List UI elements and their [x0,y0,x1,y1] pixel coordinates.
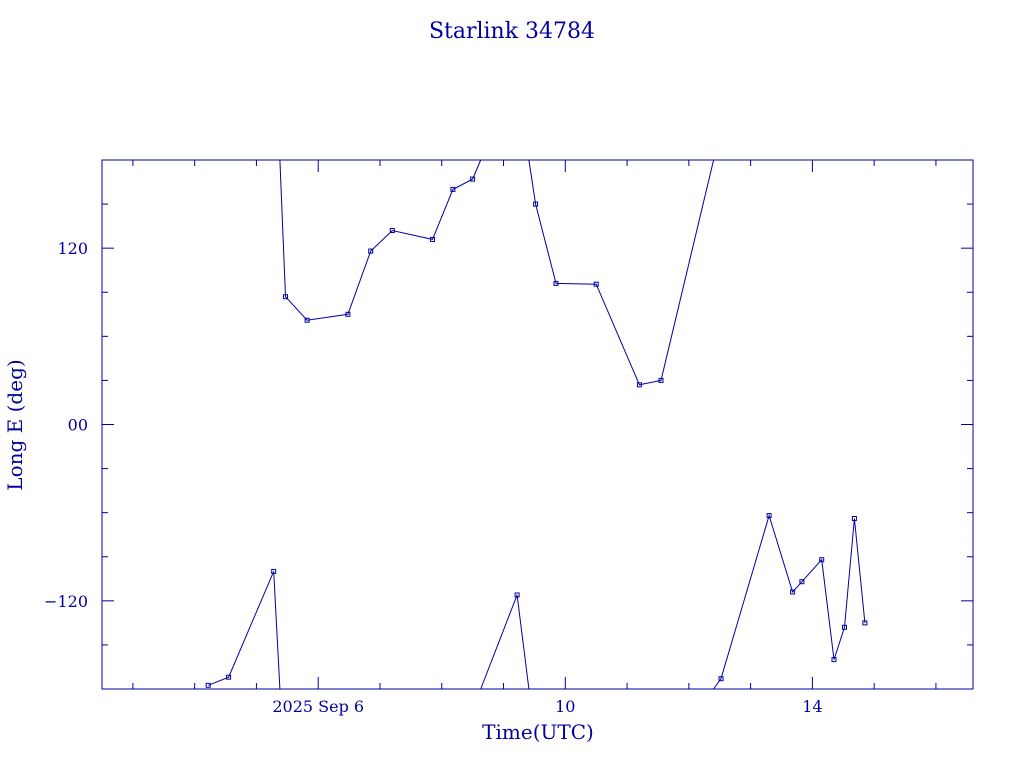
data-point [226,674,232,680]
data-point [790,589,796,595]
series-line [713,513,866,690]
axis-ticks [102,160,973,689]
y-tick-label: 00 [68,416,88,435]
y-tick-label: 120 [57,239,88,258]
data-point [862,620,868,626]
data-point [470,176,476,182]
data-point [450,186,456,192]
data-point [593,281,599,287]
tick-labels: 2025 Sep 6 10 14 120 00 −120 [44,239,823,716]
x-tick-label: 2025 Sep 6 [272,697,364,716]
data-point [345,311,351,317]
plot-frame [101,159,974,690]
plot-area [205,159,868,690]
data-point [842,624,847,630]
series-line [279,159,482,321]
data-point [636,382,642,388]
y-axis-label: Long E (deg) [3,359,27,490]
data-point [430,236,435,242]
data-point [205,682,211,688]
data-point [368,248,374,254]
x-tick-label: 10 [555,697,575,716]
data-point [283,294,288,300]
data-point [271,568,277,574]
y-tick-label: −120 [44,592,88,611]
series-line [480,594,530,690]
series-line [208,571,281,690]
data-point [851,516,857,521]
x-axis-label: Time(UTC) [482,720,594,744]
data-point [799,579,805,585]
data-point [389,228,395,233]
data-point [831,657,837,663]
data-point [718,676,724,682]
data-point [304,317,310,323]
x-tick-label: 14 [802,697,822,716]
data-point [819,557,825,563]
data-point [766,513,772,519]
data-point [533,201,539,207]
data-point [514,592,520,598]
series-line [528,159,715,386]
data-point [553,280,559,286]
chart-title: Starlink 34784 [429,19,595,44]
data-point [658,377,664,383]
